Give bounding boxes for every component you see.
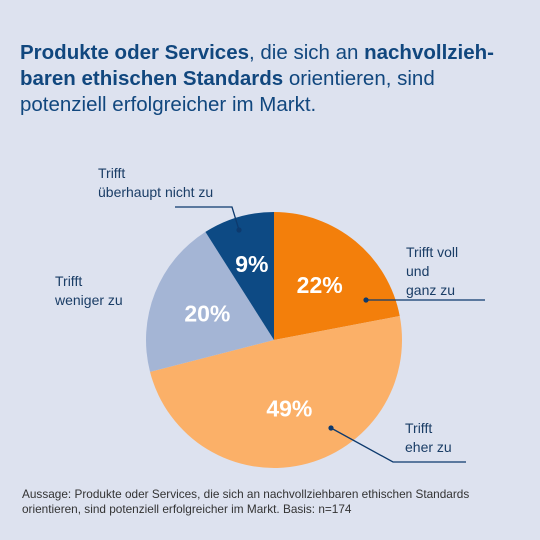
title-text-1: , die sich an [249, 41, 365, 64]
title-bold-2: nachvollzieh-baren ethischen Standards [20, 41, 494, 90]
title-text-2: orientieren, sind potenziell erfolgreich… [20, 67, 435, 116]
category-label-trifft-berhaupt-nicht-zu: Trifft überhaupt nicht zu [98, 165, 213, 200]
leader-line-trifft-eher-zu [330, 427, 466, 463]
data-label-trifft-voll-und-ganz-zu: 22% [297, 272, 343, 298]
data-label-trifft-weniger-zu: 20% [184, 301, 230, 327]
leader-dot-trifft-voll-und-ganz-zu [363, 297, 369, 303]
pie-slice-trifft-voll-und-ganz-zu [274, 212, 400, 340]
pie-slice-trifft-eher-zu [150, 316, 402, 468]
footnote: Aussage: Produkte oder Services, die sic… [22, 487, 470, 516]
leader-dot-trifft-eher-zu [328, 425, 334, 431]
leader-line-trifft-berhaupt-nicht-zu [175, 206, 240, 231]
category-label-trifft-eher-zu: Trifft eher zu [405, 420, 452, 455]
pie-slice-trifft-berhaupt-nicht-zu [205, 212, 274, 340]
title-bold-1: Produkte oder Services [20, 41, 250, 64]
data-label-trifft-berhaupt-nicht-zu: 9% [235, 251, 268, 277]
category-label-trifft-voll-und-ganz-zu: Trifft voll und ganz zu [406, 244, 458, 298]
chart-title: Produkte oder Services, die sich an nach… [20, 40, 525, 118]
leader-dot-trifft-berhaupt-nicht-zu [236, 227, 242, 233]
category-label-trifft-weniger-zu: Trifft weniger zu [54, 273, 123, 308]
data-label-trifft-eher-zu: 49% [266, 396, 312, 422]
pie-slice-trifft-weniger-zu [146, 231, 274, 372]
